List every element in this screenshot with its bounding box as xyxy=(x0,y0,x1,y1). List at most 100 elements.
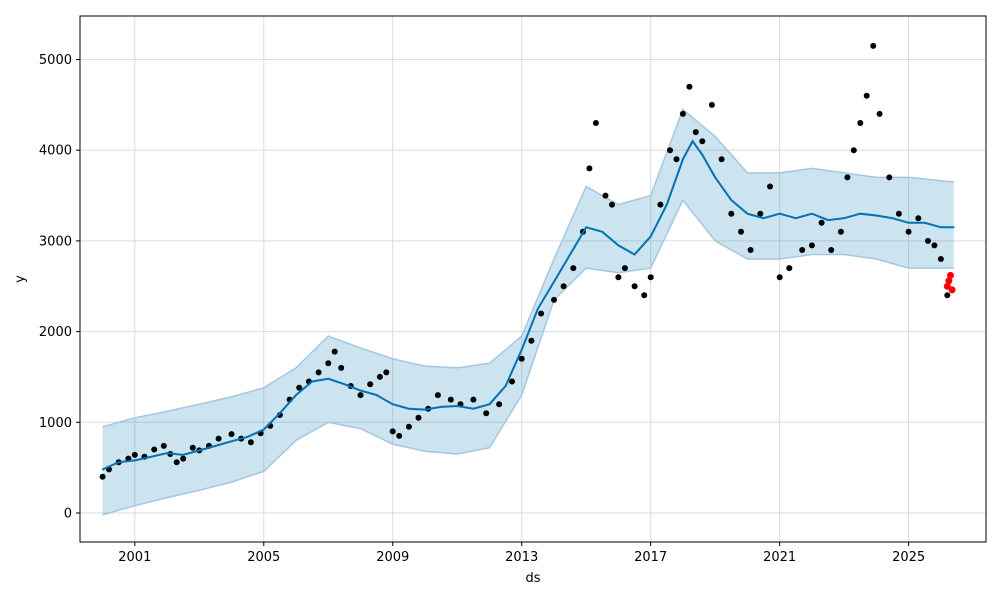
observed-point-79 xyxy=(808,242,815,249)
observed-point-1 xyxy=(99,473,106,480)
observed-point-26 xyxy=(325,360,332,367)
observed-point-11 xyxy=(180,455,187,462)
observed-point-61 xyxy=(647,274,654,281)
observed-point-58 xyxy=(621,265,628,272)
observed-point-10 xyxy=(173,459,180,466)
observed-point-68 xyxy=(699,138,706,145)
observed-point-69 xyxy=(708,101,715,108)
interval-lower-line xyxy=(102,198,954,516)
forecast-point-38 xyxy=(691,140,694,142)
observed-point-28 xyxy=(338,364,345,371)
observed-point-39 xyxy=(434,392,441,399)
plot-frame xyxy=(79,15,987,543)
test-points xyxy=(943,271,956,294)
observed-point-91 xyxy=(905,228,912,235)
forecast-point-18 xyxy=(375,394,378,396)
observed-point-55 xyxy=(602,192,609,199)
forecast-series xyxy=(101,139,955,471)
forecast-point-19 xyxy=(391,403,394,406)
observed-point-54 xyxy=(592,120,599,126)
forecast-point-2 xyxy=(117,461,120,464)
y-tick-label: 1000 xyxy=(39,416,72,431)
grid-lines xyxy=(80,16,986,542)
observed-point-62 xyxy=(657,201,664,208)
plot-area xyxy=(80,16,986,542)
forecast-point-42 xyxy=(746,212,749,215)
y-axis-ticks: 0 1000 2000 3000 4000 5000 xyxy=(39,53,80,521)
observed-point-75 xyxy=(767,183,773,190)
forecast-point-22 xyxy=(440,406,442,408)
forecast-point-26 xyxy=(504,385,507,387)
observed-point-74 xyxy=(757,210,764,217)
observed-point-36 xyxy=(405,423,412,430)
observed-point-48 xyxy=(538,310,545,317)
forecast-point-25 xyxy=(488,403,491,406)
observed-point-46 xyxy=(518,355,525,362)
y-tick-label: 3000 xyxy=(39,234,72,249)
forecast-point-28 xyxy=(537,308,539,310)
y-tick-label: 2000 xyxy=(39,325,72,340)
observed-point-16 xyxy=(228,431,235,438)
forecast-point-32 xyxy=(601,231,604,233)
forecast-point-53 xyxy=(923,222,926,224)
observed-point-63 xyxy=(667,147,673,154)
forecast-point-46 xyxy=(811,212,813,215)
observed-point-86 xyxy=(863,92,870,99)
observed-point-81 xyxy=(828,247,835,253)
forecast-point-1 xyxy=(101,468,104,471)
forecast-point-48 xyxy=(843,217,845,219)
forecast-point-43 xyxy=(762,217,765,219)
observed-point-45 xyxy=(509,378,515,385)
observed-point-82 xyxy=(837,228,844,235)
forecast-point-13 xyxy=(295,394,297,396)
observed-point-77 xyxy=(786,265,793,272)
forecast-point-52 xyxy=(907,222,910,224)
forecast-point-7 xyxy=(198,449,201,452)
forecast-point-20 xyxy=(408,407,410,410)
forecast-point-40 xyxy=(714,176,716,179)
forecast-point-24 xyxy=(472,407,475,410)
x-tick-label: 2009 xyxy=(376,550,409,565)
forecast-point-39 xyxy=(701,154,704,156)
observed-points xyxy=(99,42,951,480)
x-tick-label: 2025 xyxy=(892,550,925,565)
observed-point-76 xyxy=(776,274,783,281)
forecast-point-41 xyxy=(730,199,733,201)
x-tick-label: 2001 xyxy=(118,550,151,565)
test-point-3 xyxy=(947,271,954,279)
observed-point-8 xyxy=(160,442,167,449)
observed-point-42 xyxy=(470,396,477,403)
observed-point-85 xyxy=(857,120,864,126)
forecast-point-23 xyxy=(456,405,459,407)
observed-point-88 xyxy=(876,110,883,117)
observed-point-67 xyxy=(692,129,699,136)
observed-point-23 xyxy=(296,384,303,391)
forecast-point-3 xyxy=(134,459,136,462)
observed-point-94 xyxy=(931,242,938,249)
forecast-point-55 xyxy=(953,226,955,229)
test-point-4 xyxy=(948,286,956,294)
observed-point-43 xyxy=(483,410,490,417)
observed-point-31 xyxy=(367,381,374,388)
forecast-point-50 xyxy=(875,214,878,217)
forecast-point-11 xyxy=(263,428,265,431)
observed-point-87 xyxy=(870,42,877,49)
forecast-point-31 xyxy=(585,226,587,229)
y-tick-label: 4000 xyxy=(39,144,72,159)
forecast-point-9 xyxy=(230,440,233,443)
y-tick-label: 0 xyxy=(64,506,72,521)
observed-point-32 xyxy=(376,373,383,380)
forecast-point-35 xyxy=(649,235,652,238)
forecast-point-29 xyxy=(553,280,555,283)
observed-point-80 xyxy=(818,219,825,226)
observed-point-60 xyxy=(641,292,648,299)
forecast-point-10 xyxy=(246,436,249,438)
forecast-point-16 xyxy=(343,383,346,386)
test-point-2 xyxy=(945,277,953,285)
forecast-point-14 xyxy=(311,380,313,383)
observed-point-40 xyxy=(447,396,454,403)
observed-point-93 xyxy=(925,237,931,244)
forecast-point-21 xyxy=(424,408,426,411)
